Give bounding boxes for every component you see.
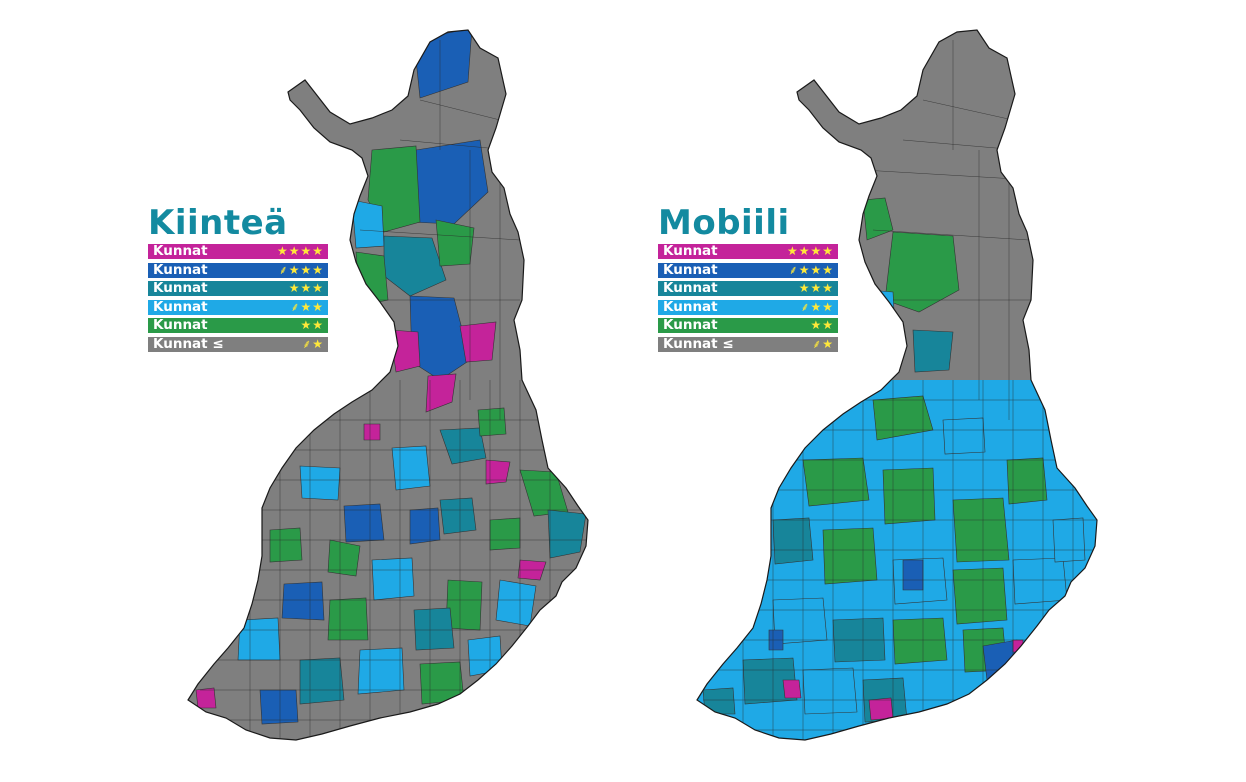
star-rating-icon: ★★★★	[276, 244, 324, 258]
star-rating-icon: ★★	[300, 318, 324, 332]
star-rating-icon: ⸙★★★	[278, 262, 324, 277]
legend-label: Kunnat	[663, 280, 718, 296]
legend-row: Kunnat ★★★	[658, 281, 838, 296]
mobiili-map	[696, 29, 1098, 741]
legend-label: Kunnat	[663, 243, 718, 259]
star-rating-icon: ★★★★	[786, 244, 834, 258]
star-rating-icon: ⸙★★	[290, 299, 324, 314]
legend-label: Kunnat	[153, 280, 208, 296]
legend-row: Kunnat ★★	[658, 318, 838, 333]
legend-row: Kunnat ⸙★★	[658, 298, 838, 315]
legend-row: Kunnat ≤ ⸙★	[148, 335, 328, 352]
star-rating-icon: ⸙★★★	[788, 262, 834, 277]
star-rating-icon: ⸙★	[812, 336, 834, 351]
mobiili-title: Mobiili	[658, 203, 790, 243]
legend-label: Kunnat	[153, 298, 208, 315]
star-rating-icon: ★★★	[288, 281, 324, 295]
star-rating-icon: ★★★	[798, 281, 834, 295]
star-rating-icon: ★★	[810, 318, 834, 332]
kiintea-legend: Kiinteä Kunnat ★★★★ Kunnat ⸙★★★ Kunnat ★…	[148, 204, 328, 355]
legend-label: Kunnat ≤	[663, 335, 734, 352]
legend-label: Kunnat	[153, 317, 208, 333]
legend-row: Kunnat ★★★★	[658, 244, 838, 259]
kiintea-regions	[188, 30, 588, 740]
legend-row: Kunnat ≤ ⸙★	[658, 335, 838, 352]
kiintea-title: Kiinteä	[148, 203, 288, 243]
legend-row: Kunnat ⸙★★★	[148, 261, 328, 278]
kiintea-map	[187, 29, 589, 741]
star-rating-icon: ⸙★★	[800, 299, 834, 314]
legend-label: Kunnat	[153, 261, 208, 278]
legend-row: Kunnat ★★★	[148, 281, 328, 296]
mobiili-legend: Mobiili Kunnat ★★★★ Kunnat ⸙★★★ Kunnat ★…	[658, 204, 838, 355]
kiintea-panel: Kiinteä Kunnat ★★★★ Kunnat ⸙★★★ Kunnat ★…	[148, 29, 589, 741]
mobiili-panel: Mobiili Kunnat ★★★★ Kunnat ⸙★★★ Kunnat ★…	[623, 0, 1246, 782]
legend-label: Kunnat	[153, 243, 208, 259]
legend-row: Kunnat ⸙★★★	[658, 261, 838, 278]
legend-label: Kunnat	[663, 317, 718, 333]
mobiili-regions	[697, 30, 1097, 740]
legend-row: Kunnat ★★★★	[148, 244, 328, 259]
star-rating-icon: ⸙★	[302, 336, 324, 351]
legend-label: Kunnat	[663, 298, 718, 315]
legend-row: Kunnat ★★	[148, 318, 328, 333]
legend-label: Kunnat	[663, 261, 718, 278]
legend-label: Kunnat ≤	[153, 335, 224, 352]
legend-row: Kunnat ⸙★★	[148, 298, 328, 315]
